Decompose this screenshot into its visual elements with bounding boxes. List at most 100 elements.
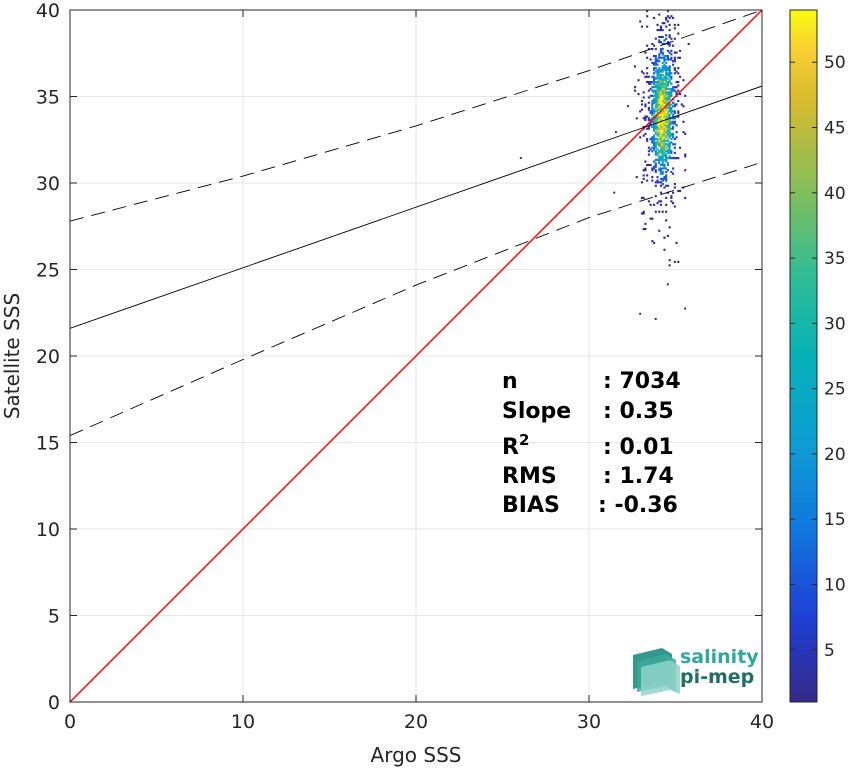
density-cell <box>654 163 657 167</box>
density-cell <box>668 151 671 154</box>
density-cell <box>647 200 650 203</box>
density-cell <box>672 136 675 139</box>
density-cell <box>649 148 652 151</box>
density-cell <box>673 120 676 123</box>
density-cell <box>656 117 659 120</box>
density-cell <box>659 134 663 137</box>
density-cell <box>665 110 668 113</box>
density-cell <box>658 124 661 127</box>
density-cell <box>658 122 661 125</box>
density-cell <box>665 177 668 180</box>
density-cell <box>666 56 669 59</box>
density-cell <box>659 122 663 125</box>
density-cell <box>658 131 661 134</box>
density-cell <box>665 77 668 80</box>
density-cell <box>665 136 668 139</box>
density-cell <box>675 103 678 106</box>
density-cell <box>659 150 663 153</box>
density-cell <box>656 181 659 184</box>
density-cell <box>663 186 666 189</box>
density-cell <box>666 15 669 18</box>
density-cell <box>661 103 664 106</box>
density-cell <box>659 143 663 146</box>
density-cell <box>678 189 682 193</box>
density-cell <box>646 115 649 118</box>
density-cell <box>672 191 675 194</box>
density-cell <box>653 127 656 130</box>
density-cell <box>658 56 661 59</box>
density-cell <box>670 132 673 135</box>
density-cell <box>658 70 661 73</box>
identity-line <box>70 10 762 702</box>
density-cell <box>654 93 657 96</box>
density-cell <box>651 169 654 172</box>
density-cell <box>661 158 664 161</box>
density-cell <box>661 148 664 151</box>
density-cell <box>642 210 645 213</box>
y-tick-label: 30 <box>36 173 60 195</box>
density-cell <box>668 16 671 20</box>
density-cell <box>646 67 649 70</box>
density-cell <box>658 99 661 103</box>
density-cell <box>663 58 666 61</box>
density-cell <box>668 132 671 135</box>
density-cell <box>659 124 663 127</box>
density-cell <box>666 125 669 129</box>
density-cell <box>658 136 661 139</box>
density-cell <box>684 196 687 199</box>
density-cell <box>659 49 663 52</box>
density-cell <box>661 117 664 120</box>
density-cell <box>648 0 650 2</box>
density-cell <box>659 129 663 132</box>
density-cell <box>666 151 669 154</box>
density-cell <box>665 16 668 20</box>
density-cell <box>668 155 671 158</box>
density-cell <box>665 98 668 101</box>
density-cell <box>646 44 649 47</box>
density-cell <box>665 94 668 97</box>
density-cell <box>651 112 654 115</box>
density-cell <box>659 80 663 84</box>
density-cell <box>647 48 650 51</box>
density-cell <box>673 89 676 92</box>
density-cell <box>661 70 664 73</box>
density-cell <box>675 91 678 94</box>
density-cell <box>672 86 675 89</box>
density-cell <box>680 103 683 106</box>
density-cell <box>670 122 673 125</box>
density-cell <box>653 94 656 97</box>
density-cell <box>651 176 654 179</box>
density-cell <box>661 170 664 174</box>
density-cell <box>663 177 666 180</box>
density-cell <box>665 18 668 21</box>
density-cell <box>653 167 656 170</box>
density-cell <box>672 120 675 123</box>
stat-sup: 2 <box>519 431 529 449</box>
density-cell <box>653 110 656 113</box>
density-cell <box>656 75 659 78</box>
density-cell <box>668 110 671 113</box>
density-cell <box>661 160 664 163</box>
axis-ticks: 0 10 20 30 40 0 5 10 15 20 25 30 35 40 <box>36 0 774 733</box>
density-cell <box>651 89 654 92</box>
density-cell <box>658 157 661 160</box>
density-cell <box>668 118 671 122</box>
density-cell <box>658 77 661 80</box>
density-cell <box>668 146 671 149</box>
density-cell <box>661 177 664 180</box>
density-cell <box>658 103 661 106</box>
density-cell <box>666 122 669 125</box>
density-cell <box>654 118 657 122</box>
density-cell <box>670 94 673 97</box>
density-cell <box>684 132 687 135</box>
density-cell <box>654 120 657 123</box>
density-cell <box>678 146 682 149</box>
density-cell <box>666 162 669 165</box>
density-cell <box>653 79 656 82</box>
density-cell <box>663 165 666 168</box>
density-cell <box>658 75 661 78</box>
density-cell <box>670 106 673 110</box>
density-cell <box>651 146 654 149</box>
density-cell <box>668 68 671 71</box>
density-cell <box>666 96 669 99</box>
